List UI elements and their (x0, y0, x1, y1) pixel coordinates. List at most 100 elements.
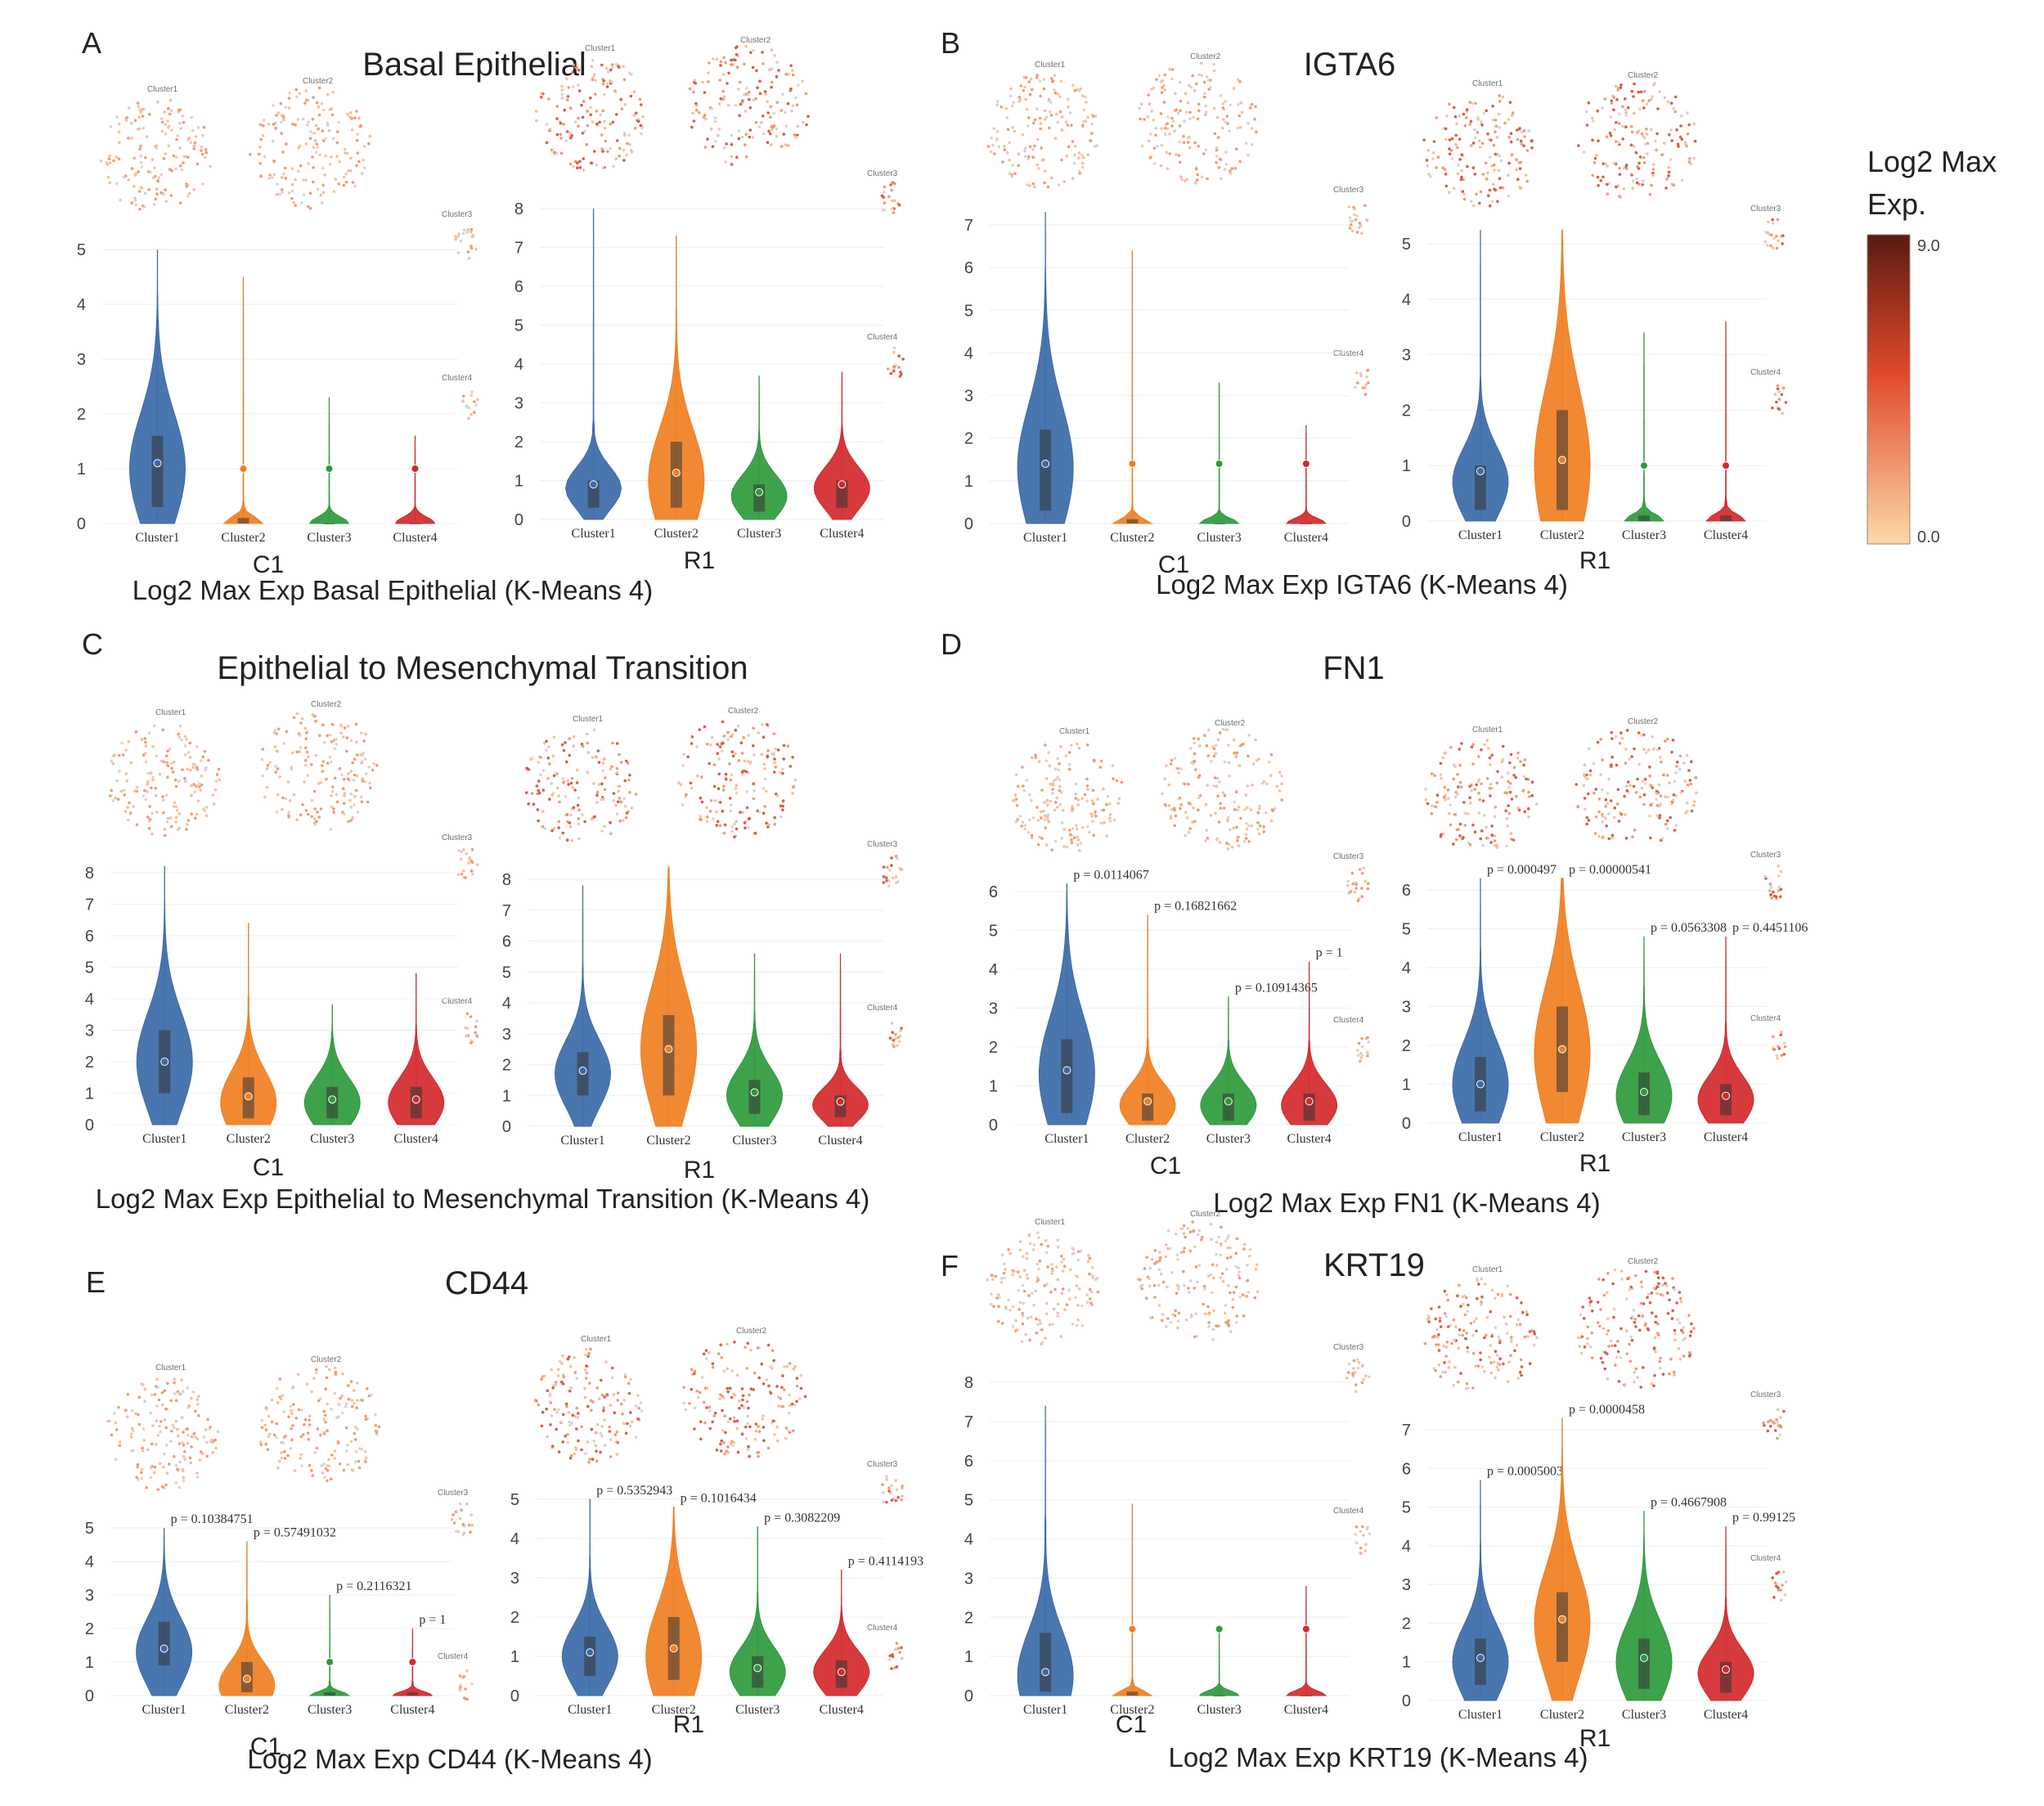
tsne-point (1651, 95, 1655, 98)
tsne-point (1033, 118, 1037, 122)
tsne-point (130, 201, 133, 204)
tsne-point (281, 115, 285, 119)
tsne-point (1218, 841, 1222, 844)
tsne-point (1773, 1581, 1777, 1585)
box-iqr (151, 435, 164, 507)
tsne-point (1184, 92, 1188, 96)
tsne-point (592, 150, 596, 153)
tsne-point (1598, 1324, 1602, 1328)
tsne-point (720, 742, 724, 746)
tsne-point (714, 140, 717, 143)
tsne-point (1005, 116, 1009, 119)
tsne-point (1471, 1351, 1476, 1355)
tsne-point (619, 761, 623, 764)
tsne-point (1456, 1294, 1459, 1297)
tsne-point (733, 1341, 736, 1344)
tsne-point (532, 802, 536, 806)
tsne-point (177, 1391, 181, 1395)
tsne-point (738, 1399, 741, 1403)
tsne-point (1161, 79, 1164, 83)
tsne-point (1510, 114, 1514, 117)
y-tick-label: 2 (1402, 402, 1411, 420)
tsne-point (996, 1319, 1000, 1323)
tsne-point (1348, 227, 1352, 230)
tsne-point (1055, 796, 1059, 800)
tsne-point (1679, 115, 1683, 118)
tsne-point (604, 1360, 608, 1363)
tsne-point (562, 123, 565, 126)
tsne-point (1232, 1291, 1236, 1294)
tsne-point (144, 797, 148, 802)
tsne-point (1689, 162, 1692, 166)
tsne-point (1476, 779, 1480, 784)
tsne-point (1022, 1289, 1026, 1293)
tsne-point (1473, 173, 1477, 176)
tsne-point (1035, 1276, 1040, 1279)
tsne-point (1056, 1245, 1060, 1249)
tsne-point (1077, 1287, 1081, 1291)
tsne-point (566, 1433, 569, 1436)
tsne-point (165, 754, 168, 757)
tsne-point (568, 1456, 573, 1460)
tsne-point (748, 106, 752, 110)
violin-cluster4 (388, 973, 445, 1125)
tsne-point (351, 761, 355, 765)
tsne-point (1485, 739, 1489, 742)
tsne-point (1441, 1370, 1444, 1374)
mean-marker (578, 1067, 587, 1076)
tsne-point (546, 757, 550, 760)
tsne-point (777, 1395, 780, 1399)
tsne-point (122, 175, 126, 179)
tsne-point (1247, 733, 1251, 737)
tsne-point (1480, 123, 1484, 127)
tsne-point (276, 1467, 280, 1470)
tsne-point (464, 876, 467, 879)
tsne-point (1635, 177, 1638, 181)
mean-marker (1640, 1653, 1648, 1662)
tsne-point (1521, 789, 1525, 793)
tsne-point (737, 88, 740, 91)
tsne-point (110, 788, 114, 793)
tsne-point (887, 878, 891, 883)
tsne-point (1239, 101, 1243, 105)
tsne-point (688, 1402, 691, 1405)
panel-title: Basal Epithelial (362, 47, 586, 83)
tsne-point (558, 836, 562, 840)
tsne-point (330, 740, 334, 744)
legend-title-line2: Exp. (1867, 187, 1926, 221)
tsne-point (173, 1381, 176, 1385)
tsne-point (1361, 871, 1364, 875)
tsne-point (1212, 754, 1216, 758)
tsne-point (1658, 1359, 1661, 1363)
tsne-point (1636, 777, 1639, 781)
tsne-point (1247, 1255, 1251, 1258)
tsne-point (1672, 183, 1675, 186)
tsne-point (1058, 803, 1062, 806)
tsne-point (636, 1417, 640, 1421)
tsne-point (190, 1396, 193, 1400)
tsne-point (1653, 1373, 1656, 1377)
tsne-cluster-label: Cluster3 (867, 1460, 898, 1469)
tsne-point (1163, 73, 1166, 77)
tsne-point (324, 137, 327, 141)
tsne-point (178, 146, 182, 150)
violin-cluster2 (645, 1507, 703, 1696)
tsne-point (1219, 1244, 1223, 1247)
tsne-point (332, 811, 335, 814)
tsne-point (1356, 1366, 1360, 1370)
tsne-point (1237, 806, 1241, 809)
x-tick-label: Cluster2 (652, 1703, 696, 1717)
tsne-point (1766, 243, 1769, 247)
violin-group-c1: Cluster1Cluster2Cluster3Cluster401234567… (964, 52, 1370, 578)
tsne-point (1476, 1296, 1479, 1301)
tsne-point (109, 124, 113, 128)
tsne-point (195, 1476, 200, 1479)
tsne-point (1671, 739, 1675, 742)
tsne-point (1212, 784, 1216, 788)
tsne-point (1501, 95, 1505, 99)
tsne-point (1089, 1290, 1094, 1294)
tsne-point (707, 71, 710, 74)
tsne-point (143, 1387, 146, 1391)
tsne-point (345, 1449, 348, 1453)
tsne-point (1014, 820, 1018, 824)
